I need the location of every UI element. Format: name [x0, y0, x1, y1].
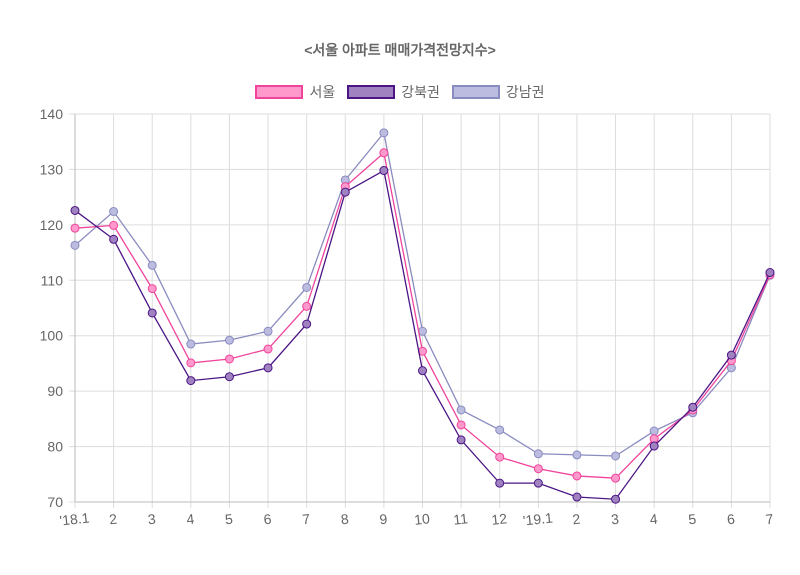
data-point [418, 366, 427, 376]
data-point [649, 441, 659, 451]
y-tick-label: 120 [40, 217, 64, 233]
y-tick-label: 130 [40, 161, 64, 177]
x-tick-label: 4 [649, 511, 659, 528]
x-tick-label: 7 [765, 511, 775, 528]
data-point [649, 426, 659, 436]
data-point [688, 402, 698, 412]
data-point [70, 223, 80, 233]
y-tick-label: 140 [40, 106, 64, 122]
data-point [611, 473, 621, 483]
data-point [263, 363, 273, 373]
data-point [224, 372, 234, 382]
data-point [186, 339, 196, 349]
data-point [495, 452, 505, 462]
x-tick-label: 2 [108, 511, 118, 528]
x-tick-label: 5 [688, 511, 698, 528]
data-point [572, 471, 582, 481]
x-tick-label: 6 [726, 511, 736, 528]
data-point [495, 478, 505, 488]
x-tick-label: 7 [301, 511, 311, 528]
data-point [302, 282, 312, 292]
data-point [186, 376, 196, 386]
legend-label: 강북권 [401, 84, 440, 100]
data-point [533, 449, 543, 459]
chart-title: <서울 아파트 매매가격전망지수> [304, 42, 496, 58]
x-tick-label: 4 [186, 511, 196, 528]
data-point [379, 128, 389, 138]
data-point [611, 494, 621, 504]
data-point [224, 335, 234, 345]
data-point [302, 301, 312, 311]
data-point [765, 268, 775, 278]
x-tick-label: 6 [263, 511, 273, 528]
x-tick-label: 2 [572, 511, 582, 528]
data-point [456, 435, 466, 445]
y-tick-label: 100 [40, 328, 64, 344]
data-point [379, 148, 389, 158]
data-point [495, 425, 505, 435]
x-tick-label: 12 [491, 510, 508, 528]
data-point [456, 405, 466, 415]
data-point [572, 450, 582, 460]
legend: 서울 강북권 강남권 [0, 82, 800, 102]
x-tick-label: '18.1 [59, 509, 91, 528]
legend-swatch [255, 85, 304, 99]
x-tick-label: 11 [453, 510, 469, 527]
data-point [224, 354, 234, 364]
legend-label: 서울 [309, 84, 336, 100]
x-tick-label: 10 [413, 510, 430, 528]
legend-item-gangnam[interactable]: 강남권 [451, 82, 545, 102]
data-point [147, 260, 157, 270]
data-point [147, 284, 157, 294]
data-point [70, 240, 80, 250]
data-point [263, 326, 273, 336]
data-point [533, 464, 543, 474]
data-point [302, 319, 312, 329]
legend-swatch [347, 85, 396, 99]
legend-swatch [451, 85, 500, 99]
y-tick-label: 110 [41, 272, 64, 288]
y-tick-label: 80 [47, 439, 63, 455]
x-tick-label: 5 [224, 511, 234, 528]
data-point [263, 344, 273, 354]
data-point [726, 350, 736, 360]
legend-label: 강남권 [505, 84, 545, 100]
legend-item-seoul[interactable]: 서울 [255, 82, 335, 102]
data-point [572, 492, 582, 502]
legend-item-gangbuk[interactable]: 강북권 [347, 82, 440, 102]
x-tick-label: 3 [610, 511, 620, 528]
x-tick-label: '19.1 [522, 509, 554, 528]
x-tick-label: 3 [147, 511, 157, 528]
data-point [70, 205, 80, 215]
data-point [340, 187, 350, 197]
data-point [109, 207, 119, 217]
data-point [109, 220, 119, 230]
data-point [186, 358, 196, 368]
data-point [533, 478, 543, 488]
data-point [109, 234, 119, 244]
data-point [611, 451, 621, 461]
y-tick-label: 70 [47, 494, 63, 510]
x-tick-label: 8 [340, 511, 350, 528]
data-point [456, 420, 466, 430]
y-tick-label: 90 [47, 383, 63, 399]
data-point [147, 308, 157, 318]
data-point [379, 166, 389, 176]
x-tick-label: 9 [379, 511, 389, 528]
